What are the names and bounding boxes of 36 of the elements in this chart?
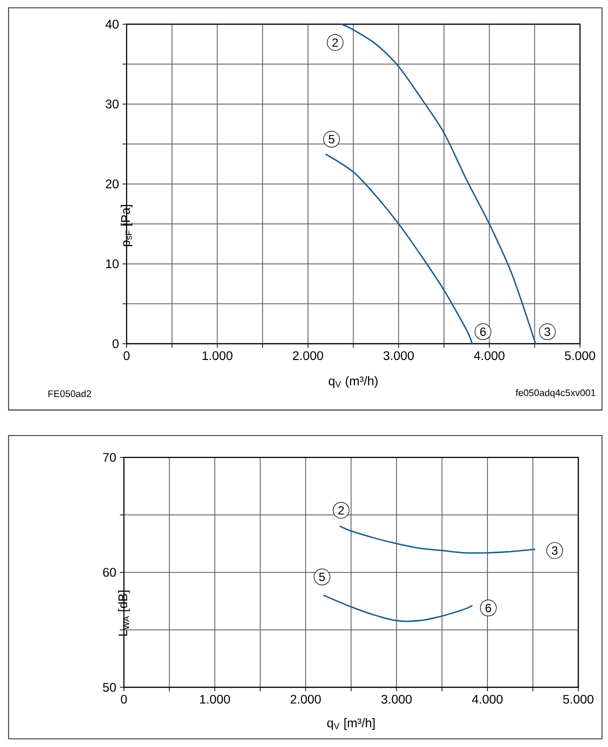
line-series — [340, 23, 536, 344]
line-series — [325, 154, 473, 344]
x-tick-label: 4.000 — [472, 694, 503, 704]
line-series — [323, 594, 473, 622]
x-tick-label: 2.000 — [290, 694, 321, 704]
x-axis-title: q$_{V}$ (m³/h) — [328, 376, 378, 388]
y-tick-label: 60 — [103, 568, 116, 577]
annotation: 2 — [332, 38, 338, 47]
x-tick-label: 3.000 — [383, 351, 414, 360]
y-tick-label: 10 — [106, 259, 119, 268]
annotation: 3 — [552, 546, 558, 555]
annotation: 6 — [486, 604, 492, 612]
y-tick-label: 70 — [103, 452, 116, 462]
line-series — [339, 526, 536, 554]
x-axis-title: q$_{V}$ [m³/h] — [327, 718, 375, 730]
y-tick-label: 20 — [106, 180, 119, 188]
x-tick-label: 2.000 — [292, 351, 324, 360]
x-tick-label: 1.000 — [202, 351, 232, 360]
y-tick-label: 40 — [105, 20, 119, 29]
x-tick-label: 4.000 — [474, 351, 504, 360]
y-tick-label: 0 — [112, 339, 119, 348]
annotation: 6 — [480, 327, 486, 336]
y-tick-label: 30 — [106, 100, 119, 108]
annotation: 5 — [319, 572, 325, 582]
x-tick-label: 5.000 — [564, 351, 596, 360]
text: FE050ad2 — [48, 390, 92, 398]
text: fe050adq4c5xv001 — [516, 389, 596, 398]
x-tick-label: 1.000 — [200, 694, 230, 704]
annotation: 5 — [328, 135, 334, 144]
y-tick-label: 50 — [102, 682, 116, 692]
annotation: 2 — [338, 506, 344, 514]
x-tick-label: 5.000 — [563, 694, 594, 704]
x-tick-label: 0 — [124, 351, 130, 360]
annotation: 3 — [544, 327, 550, 336]
x-tick-label: 0 — [120, 694, 127, 704]
x-tick-label: 3.000 — [381, 694, 412, 704]
